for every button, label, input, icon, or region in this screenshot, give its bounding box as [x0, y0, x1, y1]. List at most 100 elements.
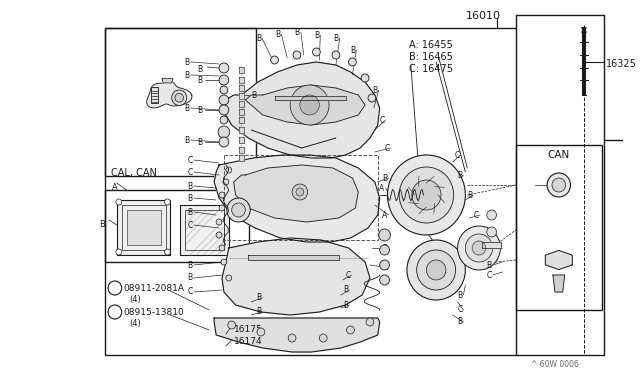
Circle shape [216, 219, 222, 225]
Circle shape [547, 173, 570, 197]
Circle shape [172, 90, 187, 105]
Text: 16175: 16175 [234, 325, 262, 334]
Circle shape [399, 167, 454, 223]
Text: B: B [275, 29, 280, 38]
Text: C: C [384, 144, 389, 153]
Polygon shape [553, 275, 564, 292]
Circle shape [426, 260, 446, 280]
Polygon shape [147, 81, 192, 108]
Circle shape [379, 229, 390, 241]
Circle shape [293, 51, 301, 59]
Polygon shape [239, 67, 244, 73]
Circle shape [116, 249, 122, 255]
Circle shape [219, 192, 225, 198]
Text: B: B [188, 273, 193, 282]
Text: CAL, CAN: CAL, CAN [111, 168, 157, 178]
Polygon shape [239, 77, 244, 83]
Text: 16010: 16010 [465, 11, 500, 21]
Polygon shape [248, 255, 339, 260]
Text: 08915-13810: 08915-13810 [124, 308, 184, 317]
Text: B: B [185, 135, 190, 144]
Text: B: B [314, 31, 319, 39]
Text: C: C [454, 151, 460, 160]
Circle shape [108, 281, 122, 295]
Polygon shape [245, 85, 365, 125]
Bar [152, 87, 158, 103]
Circle shape [412, 180, 441, 210]
Text: B: B [188, 182, 193, 190]
Text: A: A [112, 183, 118, 192]
Circle shape [226, 275, 232, 281]
Text: B: B [486, 244, 492, 253]
Text: B: B [197, 65, 202, 74]
Text: C: 16475: C: 16475 [409, 64, 453, 74]
Text: B: B [458, 170, 463, 180]
Text: (4): (4) [129, 295, 141, 304]
Bar [185, 210, 224, 250]
Circle shape [387, 155, 465, 235]
Circle shape [228, 321, 236, 329]
Bar [516, 145, 602, 310]
Circle shape [223, 179, 228, 185]
Circle shape [116, 199, 122, 205]
Text: B: B [197, 138, 202, 147]
Circle shape [368, 94, 376, 102]
Circle shape [380, 245, 389, 255]
Text: B: B [256, 294, 261, 302]
Text: B: B [486, 260, 492, 269]
Polygon shape [545, 250, 572, 270]
Text: B: B [197, 106, 202, 115]
Text: ^ 60W 0006: ^ 60W 0006 [531, 360, 579, 369]
Circle shape [407, 240, 465, 300]
Text: CAN: CAN [548, 150, 570, 160]
Text: B: B [188, 260, 193, 269]
Text: B: B [251, 90, 256, 99]
Text: C: C [188, 221, 193, 230]
Circle shape [219, 75, 228, 85]
Text: C: C [474, 211, 479, 219]
Circle shape [312, 48, 320, 56]
Circle shape [219, 63, 228, 73]
Polygon shape [239, 109, 244, 115]
Text: B: B [295, 28, 300, 36]
Text: C: C [380, 115, 385, 125]
Bar [105, 28, 516, 355]
Text: B: B [256, 33, 261, 42]
Circle shape [487, 210, 497, 220]
Text: B: B [99, 220, 105, 229]
Bar [105, 190, 249, 262]
Polygon shape [239, 93, 244, 99]
Text: A: A [382, 211, 387, 219]
Circle shape [552, 178, 566, 192]
Bar [127, 210, 161, 245]
Circle shape [164, 199, 170, 205]
Text: B: B [256, 308, 261, 317]
Text: B: B [382, 244, 387, 253]
Circle shape [219, 105, 228, 115]
Polygon shape [482, 242, 501, 248]
Text: B: B [188, 208, 193, 217]
Bar [117, 200, 170, 255]
Text: B: 16465: B: 16465 [409, 52, 452, 62]
Bar [224, 155, 378, 240]
Circle shape [227, 198, 250, 222]
Circle shape [332, 51, 340, 59]
Text: C: C [486, 270, 492, 279]
Circle shape [108, 305, 122, 319]
Circle shape [380, 260, 389, 270]
Circle shape [349, 58, 356, 66]
Text: A: A [380, 183, 385, 192]
Bar [105, 28, 256, 176]
Circle shape [257, 328, 265, 336]
Circle shape [271, 56, 278, 64]
Circle shape [361, 74, 369, 82]
Circle shape [164, 249, 170, 255]
Polygon shape [275, 96, 346, 100]
Text: C: C [457, 305, 463, 314]
Polygon shape [239, 147, 244, 153]
Circle shape [219, 137, 228, 147]
Circle shape [221, 259, 227, 265]
Circle shape [175, 93, 184, 102]
Polygon shape [222, 238, 370, 315]
Polygon shape [239, 117, 244, 123]
